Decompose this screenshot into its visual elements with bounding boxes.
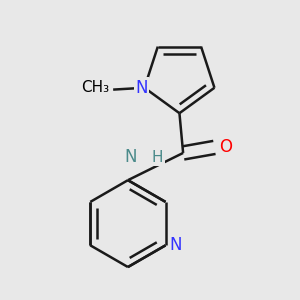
Text: CH₃: CH₃ [81,80,110,95]
Text: H: H [152,150,163,165]
Text: N: N [135,79,148,97]
Text: N: N [169,236,182,254]
Text: N: N [124,148,137,166]
Text: O: O [219,138,232,156]
